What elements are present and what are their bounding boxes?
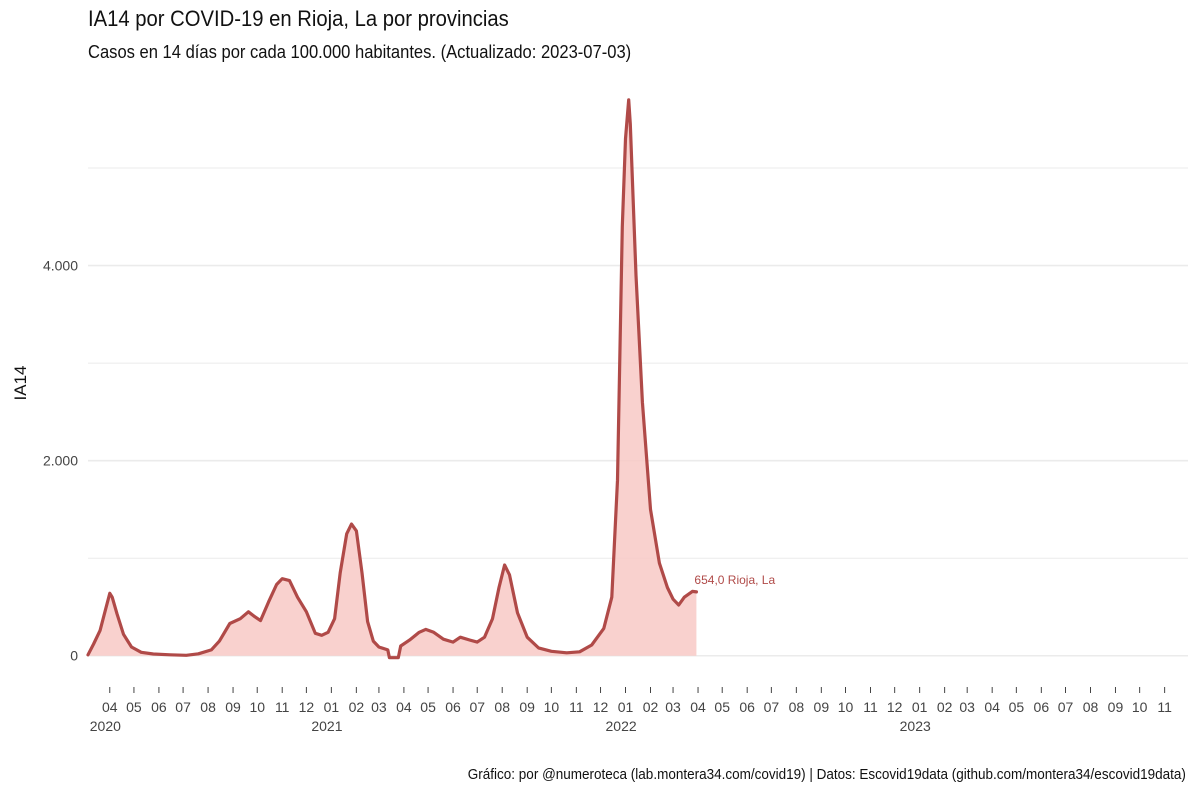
- x-tick-label: 06: [1034, 699, 1050, 715]
- x-tick-label: 12: [299, 699, 315, 715]
- series-area-fill: [88, 99, 697, 658]
- x-year-label: 2022: [606, 718, 637, 734]
- x-tick-label: 12: [887, 699, 903, 715]
- x-tick-label: 01: [912, 699, 928, 715]
- x-tick-label: 09: [519, 699, 535, 715]
- x-tick-label: 08: [1083, 699, 1099, 715]
- x-tick-label: 11: [569, 699, 584, 715]
- y-tick-label: 4.000: [43, 258, 78, 274]
- x-tick-label: 07: [764, 699, 780, 715]
- x-tick-label: 02: [349, 699, 365, 715]
- x-tick-label: 05: [420, 699, 436, 715]
- x-tick-label: 05: [714, 699, 730, 715]
- x-tick-label: 11: [275, 699, 290, 715]
- x-tick-label: 02: [937, 699, 953, 715]
- x-tick-label: 09: [814, 699, 830, 715]
- x-tick-label: 01: [618, 699, 634, 715]
- y-axis: 0 2.000 4.000: [43, 258, 78, 664]
- x-tick-label: 03: [959, 699, 975, 715]
- chart-subtitle: Casos en 14 días por cada 100.000 habita…: [88, 42, 632, 62]
- chart-title: IA14 por COVID-19 en Rioja, La por provi…: [88, 6, 509, 31]
- x-tick-label: 04: [396, 699, 412, 715]
- x-tick-label: 10: [1132, 699, 1148, 715]
- x-tick-label: 07: [175, 699, 191, 715]
- x-tick-label: 04: [984, 699, 1000, 715]
- x-tick-label: 09: [225, 699, 241, 715]
- y-tick-label: 0: [70, 648, 78, 664]
- y-axis-label: IA14: [11, 366, 30, 401]
- x-tick-label: 05: [126, 699, 142, 715]
- x-tick-label: 08: [494, 699, 510, 715]
- x-tick-label: 02: [643, 699, 659, 715]
- x-tick-label: 10: [249, 699, 265, 715]
- x-tick-label: 08: [789, 699, 805, 715]
- x-year-label: 2023: [900, 718, 931, 734]
- x-axis: 04 05 06 07 08 09 10 11 12 01 02 03 04 05 06 07 08 09 10 11…: [90, 687, 1172, 734]
- x-tick-label: 06: [445, 699, 461, 715]
- x-tick-label: 07: [1058, 699, 1074, 715]
- x-tick-label: 09: [1108, 699, 1124, 715]
- x-tick-label: 03: [371, 699, 387, 715]
- x-tick-label: 04: [102, 699, 118, 715]
- y-tick-label: 2.000: [43, 453, 78, 469]
- x-tick-label: 04: [690, 699, 706, 715]
- x-year-label: 2020: [90, 718, 121, 734]
- x-tick-label: 10: [838, 699, 854, 715]
- series-area: 654,0 Rioja, La: [86, 98, 775, 660]
- x-tick-label: 10: [544, 699, 560, 715]
- x-tick-label: 08: [200, 699, 216, 715]
- chart-caption: Gráfico: por @numeroteca (lab.montera34.…: [467, 766, 1186, 783]
- x-tick-label: 01: [324, 699, 340, 715]
- x-tick-label: 06: [151, 699, 167, 715]
- x-tick-label: 05: [1009, 699, 1025, 715]
- x-tick-label: 07: [469, 699, 485, 715]
- x-tick-label: 12: [593, 699, 609, 715]
- x-year-label: 2021: [311, 718, 342, 734]
- x-tick-label: 06: [739, 699, 755, 715]
- series-end-label: 654,0 Rioja, La: [694, 573, 775, 587]
- x-tick-label: 11: [863, 699, 878, 715]
- x-tick-label: 03: [665, 699, 681, 715]
- series-line: [86, 98, 698, 660]
- x-tick-label: 11: [1157, 699, 1172, 715]
